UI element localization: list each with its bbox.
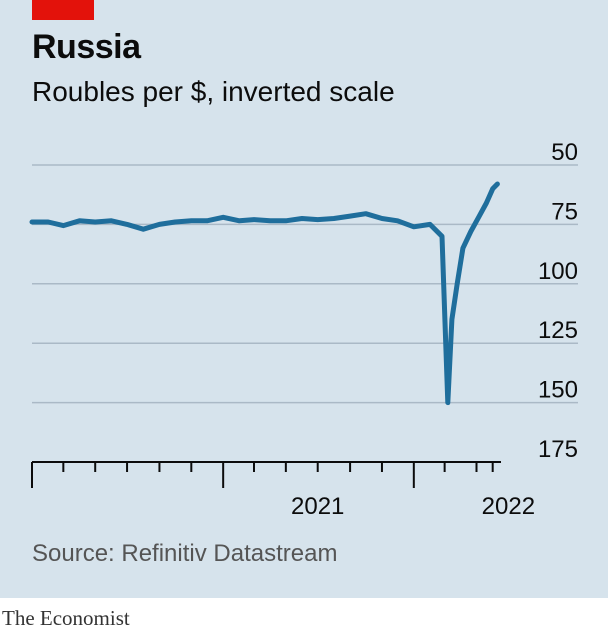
- data-point: [285, 220, 287, 222]
- data-point: [333, 217, 335, 219]
- gridlines: [32, 164, 578, 404]
- data-point: [496, 183, 498, 185]
- data-point: [174, 221, 176, 223]
- chart-title: Russia: [32, 28, 141, 66]
- data-point: [492, 188, 494, 190]
- data-point: [478, 216, 480, 218]
- brand-red-tag: [32, 0, 94, 20]
- data-point: [317, 219, 319, 221]
- data-point: [47, 221, 49, 223]
- data-point: [397, 220, 399, 222]
- x-tick-label: 2022: [482, 493, 535, 520]
- data-point: [269, 220, 271, 222]
- data-point: [238, 220, 240, 222]
- data-point: [190, 220, 192, 222]
- data-point: [253, 219, 255, 221]
- data-point: [31, 221, 33, 223]
- data-point: [456, 283, 458, 285]
- source-note: Source: Refinitiv Datastream: [32, 540, 338, 567]
- data-point: [301, 217, 303, 219]
- data-point: [142, 228, 144, 230]
- data-point: [62, 225, 64, 227]
- y-tick-label: 125: [538, 317, 578, 344]
- data-point: [485, 202, 487, 204]
- chart-panel: Russia Roubles per $, inverted scale 50 7…: [0, 0, 608, 598]
- data-point: [413, 226, 415, 228]
- y-axis-tick-labels: 50 75 100 125 150 175: [538, 139, 578, 463]
- x-tick-label: 2021: [291, 493, 344, 520]
- data-point: [158, 223, 160, 225]
- data-point: [462, 247, 464, 249]
- data-point: [79, 220, 81, 222]
- series-layer: [29, 181, 500, 406]
- y-tick-label: 150: [538, 377, 578, 404]
- y-tick-label: 50: [551, 139, 578, 166]
- data-point: [110, 220, 112, 222]
- data-point: [429, 223, 431, 225]
- chart-subtitle: Roubles per $, inverted scale: [32, 76, 395, 107]
- data-point: [222, 216, 224, 218]
- data-point: [126, 223, 128, 225]
- data-point: [365, 213, 367, 215]
- data-point: [206, 220, 208, 222]
- y-tick-label: 75: [551, 198, 578, 225]
- data-point: [381, 217, 383, 219]
- x-axis-tick-labels: 2021 2022: [291, 493, 535, 520]
- series-line-rub-usd: [29, 181, 500, 406]
- y-tick-label: 100: [538, 258, 578, 285]
- data-point: [451, 318, 453, 320]
- publisher-brand: The Economist: [2, 606, 130, 630]
- data-point: [349, 215, 351, 217]
- data-point: [447, 402, 449, 404]
- x-axis: [31, 461, 501, 488]
- data-point: [470, 231, 472, 233]
- data-point: [441, 235, 443, 237]
- y-tick-label: 175: [538, 436, 578, 463]
- line-chart: 50 75 100 125 150 175 2021 2022: [29, 139, 578, 520]
- data-point: [94, 221, 96, 223]
